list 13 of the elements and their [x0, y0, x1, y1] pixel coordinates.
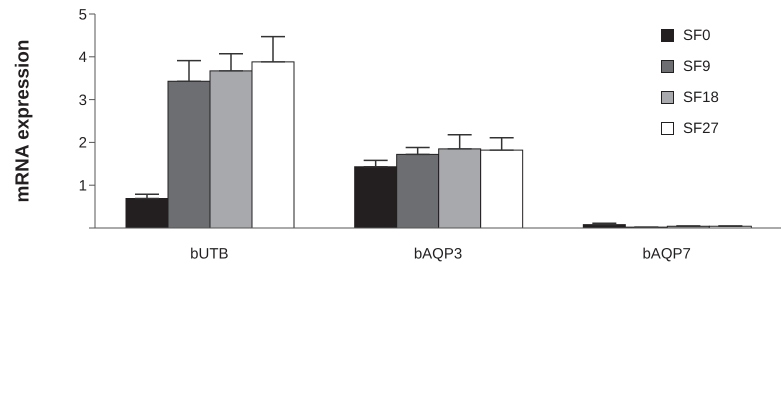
legend-label: SF18 [683, 89, 719, 106]
legend-label: SF9 [683, 58, 711, 75]
y-tick-label: 5 [78, 6, 87, 24]
x-tick-label: bAQP3 [414, 246, 462, 263]
y-axis-title: mRNA expression [12, 40, 34, 202]
legend-label: SF27 [683, 120, 719, 137]
x-tick-label: bUTB [190, 246, 229, 263]
y-tick-label: 2 [78, 134, 87, 152]
y-tick-label: 4 [78, 49, 87, 66]
x-tick-label: bAQP7 [642, 246, 691, 263]
y-tick-label: 1 [78, 178, 87, 195]
legend-label: SF0 [683, 27, 711, 44]
y-tick-label: 3 [78, 92, 87, 109]
